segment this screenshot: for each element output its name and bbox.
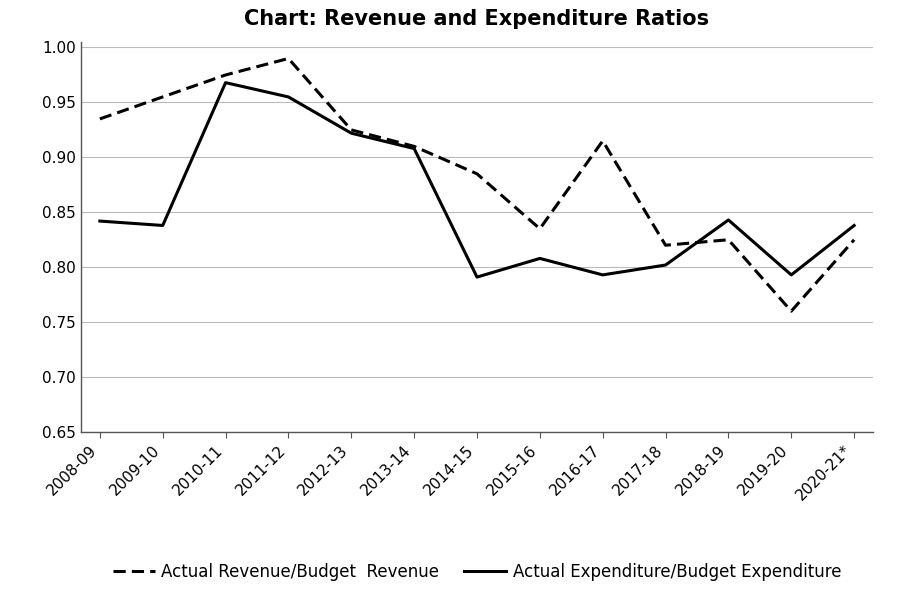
Actual Revenue/Budget  Revenue xyxy=(598,137,608,145)
Actual Expenditure/Budget Expenditure xyxy=(535,255,545,262)
Line: Actual Revenue/Budget  Revenue: Actual Revenue/Budget Revenue xyxy=(100,58,854,311)
Actual Revenue/Budget  Revenue xyxy=(220,71,231,79)
Actual Expenditure/Budget Expenditure xyxy=(723,217,734,224)
Actual Expenditure/Budget Expenditure xyxy=(346,130,356,137)
Legend: Actual Revenue/Budget  Revenue, Actual Expenditure/Budget Expenditure: Actual Revenue/Budget Revenue, Actual Ex… xyxy=(106,556,848,587)
Actual Revenue/Budget  Revenue xyxy=(723,236,734,244)
Actual Revenue/Budget  Revenue xyxy=(472,170,482,178)
Actual Revenue/Budget  Revenue xyxy=(346,126,356,133)
Actual Revenue/Budget  Revenue xyxy=(661,242,671,249)
Line: Actual Expenditure/Budget Expenditure: Actual Expenditure/Budget Expenditure xyxy=(100,83,854,277)
Actual Expenditure/Budget Expenditure xyxy=(158,222,168,229)
Actual Revenue/Budget  Revenue xyxy=(535,225,545,232)
Actual Expenditure/Budget Expenditure xyxy=(661,262,671,269)
Actual Revenue/Budget  Revenue xyxy=(849,236,859,244)
Actual Expenditure/Budget Expenditure xyxy=(283,94,293,101)
Actual Expenditure/Budget Expenditure xyxy=(220,79,231,86)
Actual Revenue/Budget  Revenue xyxy=(158,94,168,101)
Actual Expenditure/Budget Expenditure xyxy=(409,145,419,152)
Actual Revenue/Budget  Revenue xyxy=(283,55,293,62)
Actual Revenue/Budget  Revenue xyxy=(409,143,419,150)
Actual Expenditure/Budget Expenditure xyxy=(94,217,105,224)
Actual Revenue/Budget  Revenue xyxy=(786,308,796,315)
Title: Chart: Revenue and Expenditure Ratios: Chart: Revenue and Expenditure Ratios xyxy=(245,10,709,29)
Actual Expenditure/Budget Expenditure xyxy=(849,222,859,229)
Actual Expenditure/Budget Expenditure xyxy=(472,274,482,281)
Actual Expenditure/Budget Expenditure xyxy=(786,271,796,278)
Actual Revenue/Budget  Revenue xyxy=(94,115,105,122)
Actual Expenditure/Budget Expenditure xyxy=(598,271,608,278)
